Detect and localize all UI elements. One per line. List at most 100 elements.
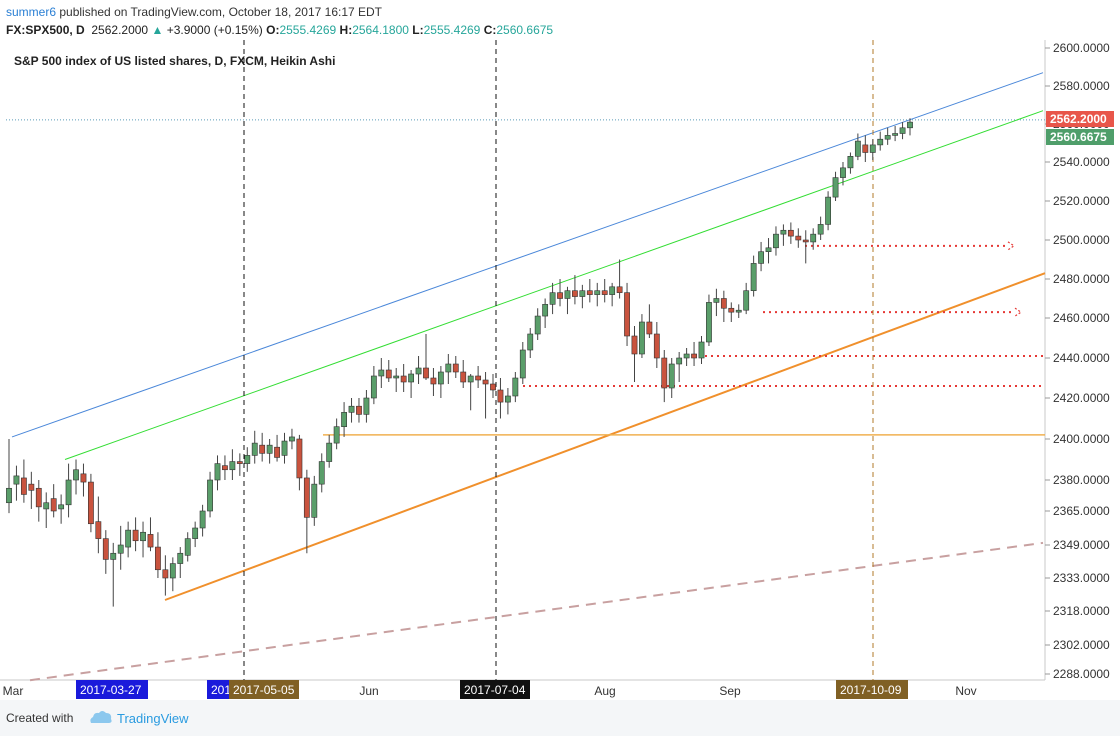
candle	[825, 191, 831, 231]
price-label-bg	[1046, 111, 1114, 127]
candle	[88, 473, 94, 533]
candle	[311, 475, 318, 526]
bull-candle-body	[750, 263, 757, 291]
bear-candle-body	[155, 546, 161, 571]
bull-candle-body	[609, 286, 616, 295]
candle	[683, 348, 690, 366]
bull-candle-body	[281, 440, 288, 456]
bear-candle-body	[430, 377, 437, 385]
candle	[222, 455, 228, 480]
bull-candle-body	[869, 144, 876, 153]
date-label-badge: 2017-05-05	[229, 680, 299, 699]
bull-candle-body	[341, 412, 347, 428]
candle	[631, 326, 638, 382]
bull-candle-body	[758, 251, 764, 264]
candle	[877, 131, 884, 151]
candle	[110, 542, 117, 607]
candle	[318, 453, 325, 493]
candle	[653, 322, 660, 368]
price-chart[interactable]: 2600.00002580.00002560.00002540.00002520…	[0, 0, 1120, 700]
candle	[13, 465, 20, 501]
tradingview-logo-icon	[90, 711, 112, 723]
dotted-arrow-icon	[1014, 307, 1023, 317]
candle	[661, 350, 668, 403]
bull-candle-body	[229, 461, 236, 471]
candle	[393, 368, 400, 392]
bull-candle-body	[415, 367, 422, 375]
created-with-text: Created with	[6, 711, 74, 725]
bull-candle-body	[698, 341, 705, 359]
candle	[415, 356, 422, 384]
bear-candle-body	[586, 290, 593, 295]
bear-candle-body	[475, 375, 482, 381]
date-label-bg	[229, 680, 299, 699]
candle	[713, 288, 720, 317]
bull-candle-body	[743, 290, 750, 311]
last-price: 2562.2000	[91, 23, 149, 37]
bull-candle-body	[437, 371, 444, 385]
date-label-text: 2017-10-09	[840, 683, 902, 697]
low-value: 2555.4269	[423, 23, 481, 37]
candle	[207, 471, 213, 518]
price-tick-label: 2400.0000	[1053, 432, 1110, 446]
tradingview-brand-link[interactable]: TradingView	[117, 711, 189, 726]
candle	[549, 282, 556, 315]
bear-candle-body	[95, 521, 102, 539]
candle	[50, 484, 57, 518]
candle	[579, 284, 586, 309]
candle	[184, 532, 191, 562]
bull-candle-body	[534, 315, 541, 335]
author-link[interactable]: summer6	[6, 5, 57, 19]
bear-candle-body	[423, 367, 429, 379]
month-label: Sep	[719, 684, 741, 698]
bull-candle-body	[408, 373, 415, 383]
price-tick-label: 2600.0000	[1053, 41, 1110, 55]
candle	[333, 418, 340, 450]
candle	[899, 122, 906, 140]
bull-candle-body	[110, 552, 117, 560]
candle	[430, 368, 437, 396]
high-value: 2564.1800	[352, 23, 409, 37]
date-label-badge: 2017-07-04	[460, 680, 530, 699]
candle	[214, 455, 221, 491]
change-value: +3.9000 (+0.15%)	[166, 23, 263, 37]
bear-candle-body	[259, 444, 266, 454]
change-up-icon: ▲	[151, 23, 164, 37]
candle	[594, 282, 601, 307]
bear-candle-body	[862, 144, 869, 153]
price-tick-label: 2288.0000	[1053, 667, 1110, 681]
price-tick-label: 2420.0000	[1053, 391, 1110, 405]
candle	[534, 308, 541, 340]
bull-candle-body	[207, 479, 213, 512]
bull-candle-body	[780, 229, 787, 235]
candle	[795, 228, 802, 248]
candle	[497, 378, 504, 419]
candle	[274, 434, 280, 462]
date-label-text: 2017-05-05	[233, 683, 295, 697]
candle	[475, 366, 482, 388]
bull-candle-body	[877, 138, 884, 146]
bull-candle-body	[333, 426, 340, 444]
middle-channel-line	[64, 110, 1044, 460]
price-tick-label: 2380.0000	[1053, 473, 1110, 487]
candle	[787, 222, 794, 244]
bull-candle-body	[348, 405, 355, 413]
candle	[810, 228, 817, 250]
price-tick-label: 2460.0000	[1053, 311, 1110, 325]
bull-candle-body	[266, 444, 273, 454]
bull-candle-body	[579, 290, 586, 297]
publish-text: published on TradingView.com, October 18…	[59, 5, 383, 19]
candle	[624, 282, 630, 346]
bull-candle-body	[445, 363, 452, 373]
close-value: 2560.6675	[496, 23, 554, 37]
bull-candle-body	[840, 167, 846, 178]
candle	[564, 286, 571, 315]
high-label: H:	[339, 23, 353, 37]
price-tick-label: 2349.0000	[1053, 538, 1110, 552]
bull-candle-body	[251, 442, 258, 456]
bear-candle-body	[147, 534, 154, 548]
candle	[750, 255, 757, 297]
candle	[817, 216, 824, 240]
bear-candle-body	[482, 379, 489, 385]
bull-candle-body	[199, 510, 206, 529]
